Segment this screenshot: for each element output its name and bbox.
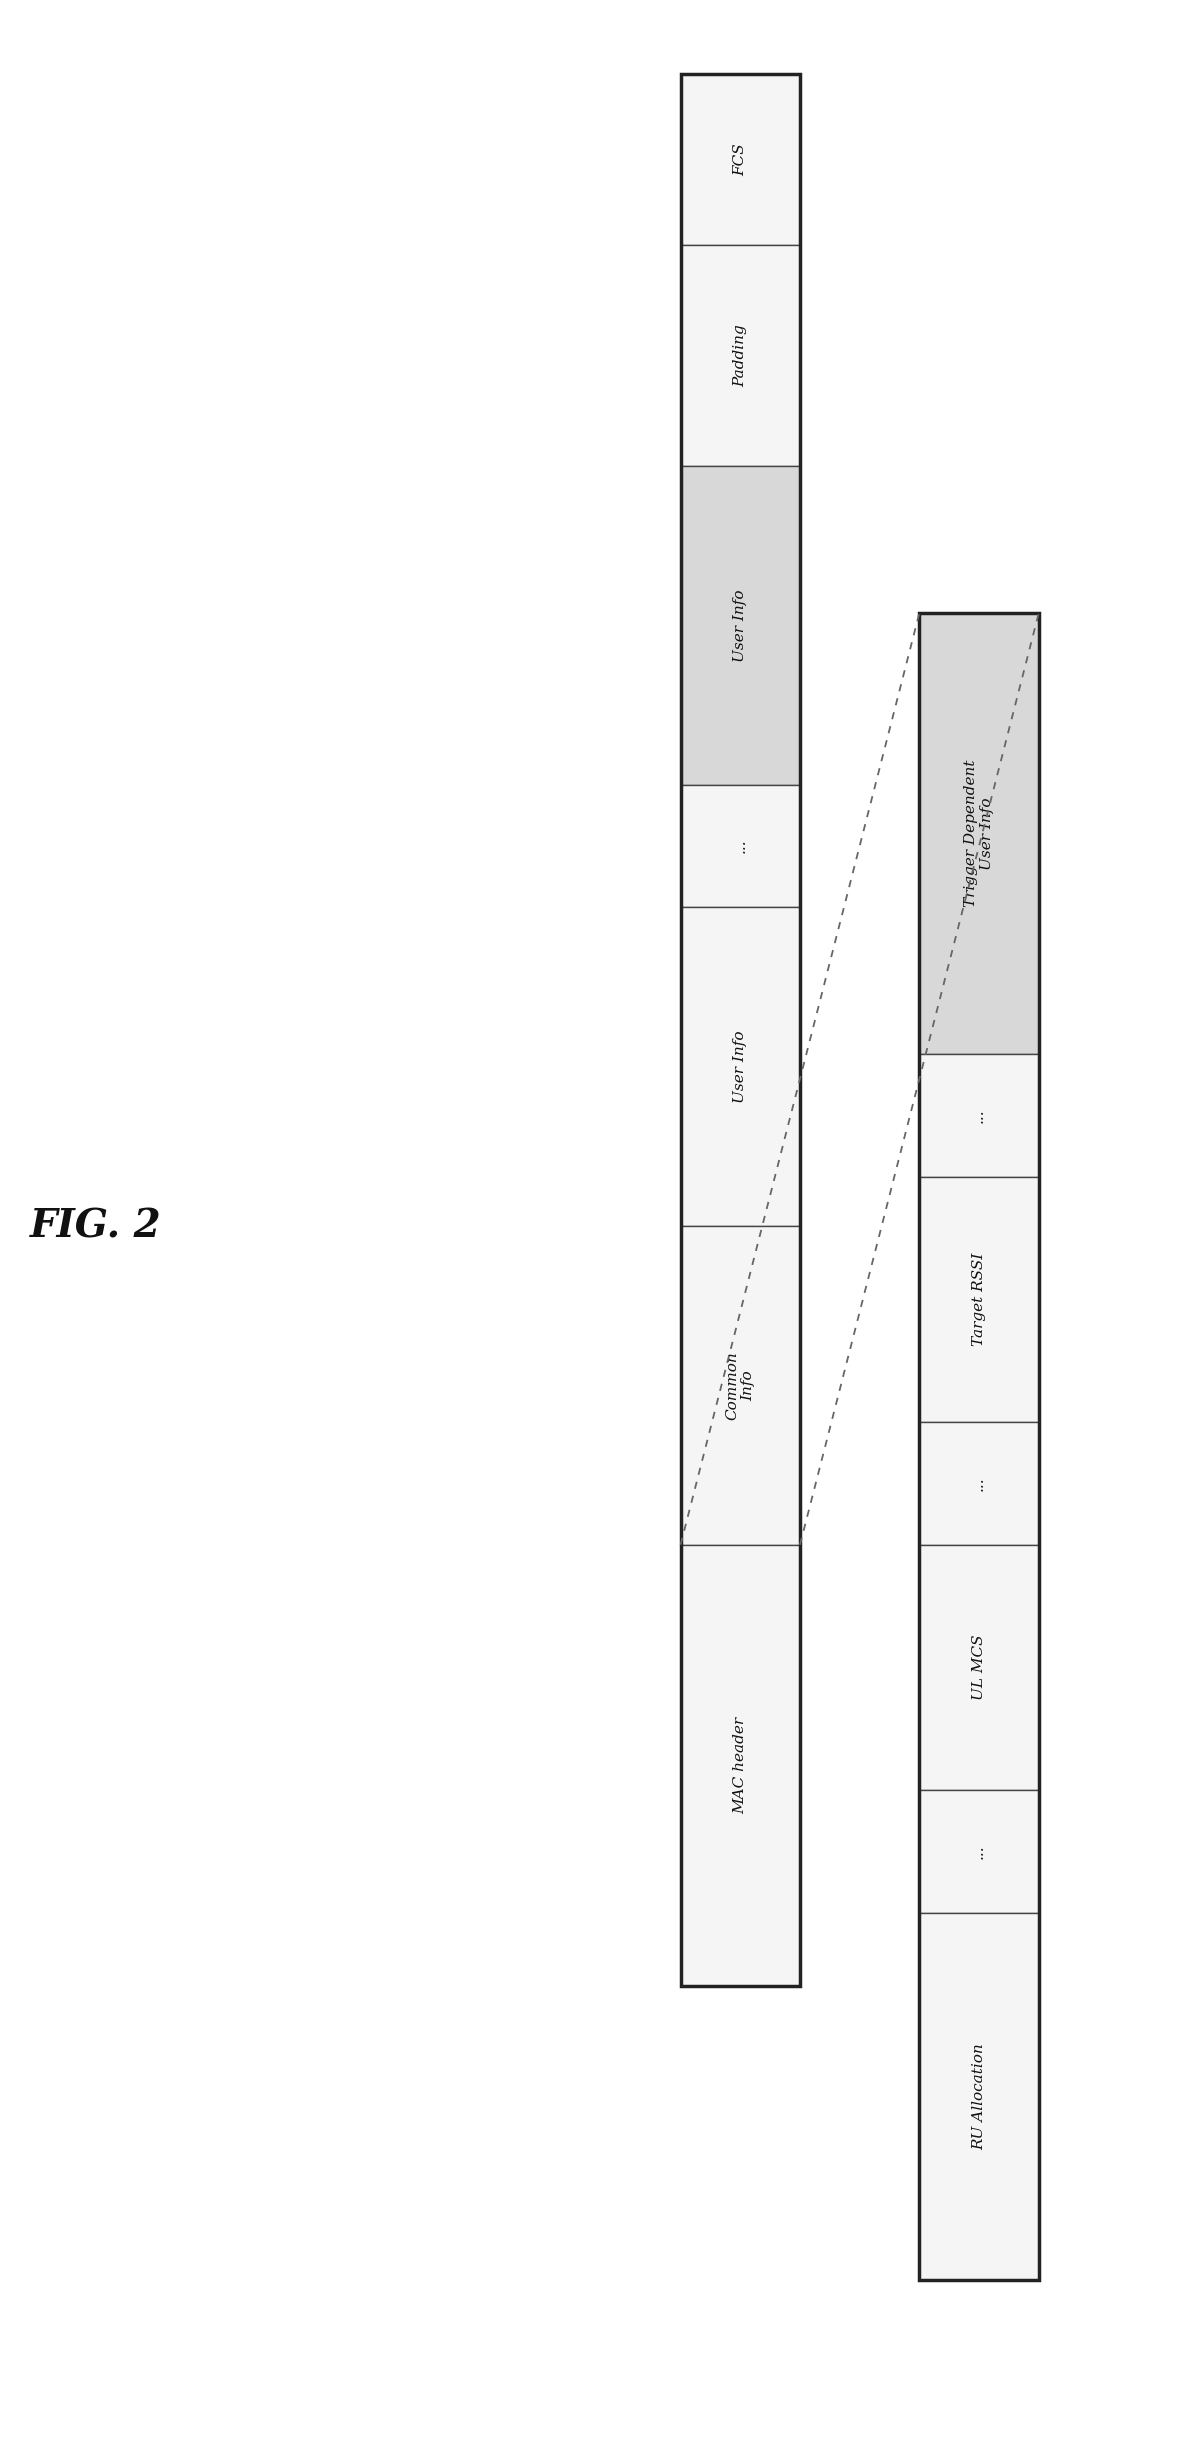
Text: RU Allocation: RU Allocation: [972, 2043, 986, 2150]
Bar: [681, 74, 800, 245]
Text: ...: ...: [972, 1476, 986, 1491]
Bar: [919, 1545, 1039, 1790]
Bar: [919, 1054, 1039, 1177]
Bar: [919, 1790, 1039, 1913]
Text: Target RSSI: Target RSSI: [972, 1253, 986, 1346]
Bar: [681, 245, 800, 466]
Text: ...: ...: [972, 1844, 986, 1859]
Text: ...: ...: [733, 839, 747, 853]
Text: User Info: User Info: [733, 588, 747, 662]
Bar: [919, 613, 1039, 1054]
Text: FIG. 2: FIG. 2: [30, 1206, 161, 1246]
Bar: [681, 466, 800, 785]
Text: User Info: User Info: [733, 1030, 747, 1103]
Bar: [919, 1177, 1039, 1422]
Bar: [681, 1545, 800, 1986]
Bar: [681, 1226, 800, 1545]
Bar: [681, 907, 800, 1226]
Text: UL MCS: UL MCS: [972, 1635, 986, 1699]
Text: Trigger Dependent
User Info: Trigger Dependent User Info: [964, 760, 995, 907]
Bar: [919, 1913, 1039, 2280]
Text: FCS: FCS: [733, 142, 747, 177]
Text: Padding: Padding: [733, 324, 747, 387]
Bar: [919, 613, 1039, 2280]
Text: Common
Info: Common Info: [725, 1351, 756, 1420]
Bar: [681, 74, 800, 1986]
Bar: [919, 1422, 1039, 1545]
Text: ...: ...: [972, 1108, 986, 1123]
Bar: [681, 785, 800, 907]
Text: MAC header: MAC header: [733, 1716, 747, 1814]
